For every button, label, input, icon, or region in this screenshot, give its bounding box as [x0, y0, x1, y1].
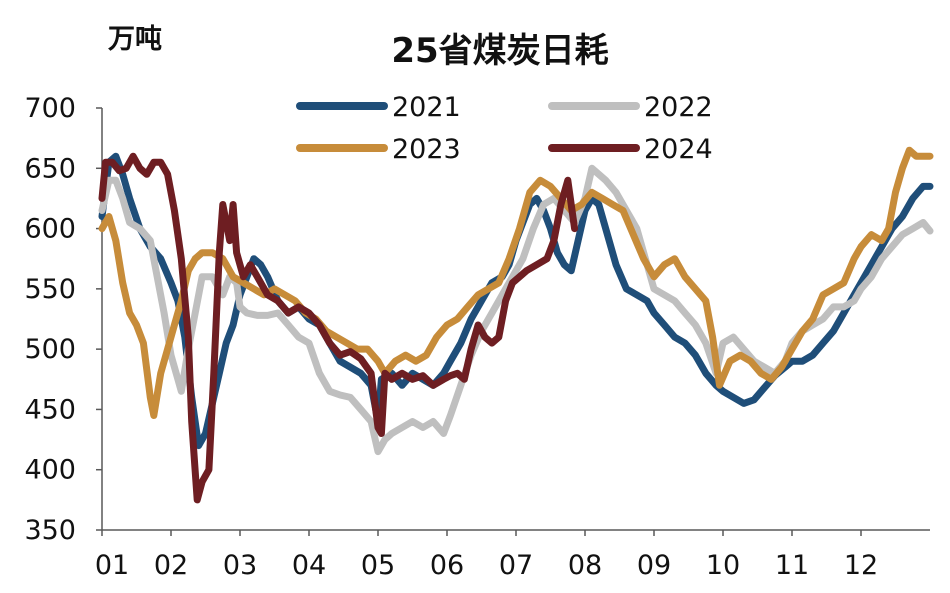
legend-label-2024: 2024	[644, 134, 713, 165]
y-tick-label: 500	[24, 334, 76, 365]
y-tick-label: 450	[24, 394, 76, 425]
x-tick-label: 02	[154, 550, 188, 581]
y-tick-label: 550	[24, 274, 76, 305]
y-tick-label: 400	[24, 455, 76, 486]
y-axis-unit-label: 万吨	[108, 24, 162, 55]
legend-label-2021: 2021	[392, 92, 461, 123]
x-tick-label: 03	[223, 550, 257, 581]
y-tick-label: 650	[24, 153, 76, 184]
axes: 350 400 450 500 550 600 650 700 01 02 03 04 05 06 07 08…	[24, 93, 930, 581]
x-tick-label: 11	[775, 550, 809, 581]
x-tick-label: 10	[706, 550, 740, 581]
y-tick-label: 600	[24, 214, 76, 245]
series-line-2024	[98, 152, 579, 504]
x-tick-label: 07	[499, 550, 533, 581]
series-line-2021	[98, 152, 934, 450]
chart-title: 25省煤炭日耗	[391, 31, 608, 71]
y-tick-label: 700	[24, 93, 76, 124]
x-tick-label: 08	[568, 550, 602, 581]
x-tick-label: 05	[361, 550, 395, 581]
x-tick-label: 09	[637, 550, 671, 581]
x-tick-label: 12	[844, 550, 878, 581]
legend-label-2022: 2022	[644, 92, 713, 123]
x-tick-label: 04	[292, 550, 326, 581]
legend: 2021 2022 2023 2024	[296, 92, 713, 165]
series-line-2023	[98, 146, 934, 419]
legend-label-2023: 2023	[392, 134, 461, 165]
x-tick-label: 01	[95, 550, 129, 581]
series-layer	[98, 146, 934, 504]
x-tick-label: 06	[430, 550, 464, 581]
y-tick-label: 350	[24, 515, 76, 546]
